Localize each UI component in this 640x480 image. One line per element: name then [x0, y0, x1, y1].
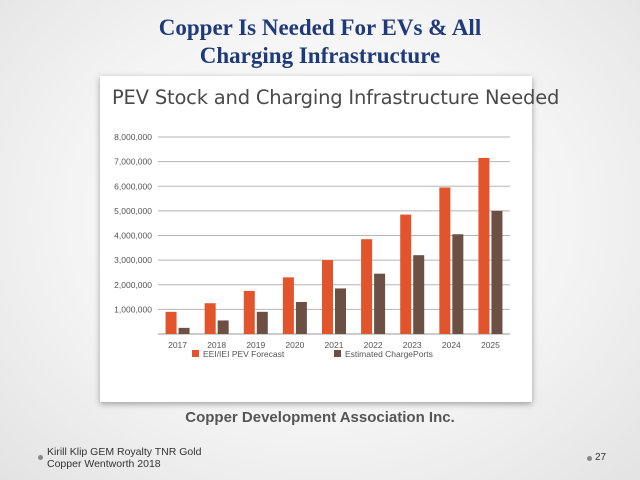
y-tick-label: 5,000,000 — [114, 206, 152, 216]
bar-pev-forecast — [322, 260, 333, 334]
y-tick-label: 2,000,000 — [114, 280, 152, 290]
bar-charge-ports — [491, 210, 503, 334]
bar-charge-ports — [178, 327, 190, 334]
slide-title: Copper Is Needed For EVs & All Charging … — [0, 14, 640, 70]
bar-pev-forecast — [282, 277, 294, 334]
y-tick-label: 3,000,000 — [114, 255, 152, 265]
legend-label: EEI/IEI PEV Forecast — [203, 349, 285, 359]
x-tick-label: 2020 — [285, 340, 304, 350]
bar-pev-forecast — [204, 303, 216, 334]
bar-pev-forecast — [439, 187, 451, 334]
x-tick-label: 2017 — [168, 340, 187, 350]
footer-text: Kirill Klip GEM Royalty TNR Gold Copper … — [47, 446, 201, 470]
bar-pev-forecast — [400, 214, 412, 334]
y-tick-label: 4,000,000 — [114, 231, 152, 241]
chart-title: PEV Stock and Charging Infrastructure Ne… — [112, 86, 560, 109]
footer-line2: Copper Wentworth 2018 — [47, 458, 161, 470]
x-tick-label: 2018 — [207, 340, 226, 350]
bar-pev-forecast — [165, 311, 177, 334]
x-tick-label: 2025 — [481, 340, 500, 350]
bar-charge-ports — [217, 320, 229, 334]
chart-card: PEV Stock and Charging Infrastructure Ne… — [100, 76, 559, 402]
footer-bullet-icon — [38, 455, 43, 460]
bar-charge-ports — [452, 234, 464, 334]
source-credit: Copper Development Association Inc. — [185, 409, 455, 426]
y-tick-label: 6,000,000 — [114, 181, 152, 191]
bar-chart: 1,000,000 2,000,000 3,000,000 4,000,000 5,00… — [114, 132, 510, 359]
footer-line1: Kirill Klip GEM Royalty TNR Gold — [47, 446, 202, 458]
legend-label: Estimated ChargePorts — [345, 349, 433, 359]
slide-title-line1: Copper Is Needed For EVs & All — [158, 15, 482, 40]
bar-charge-ports — [335, 288, 346, 334]
x-tick-label: 2022 — [364, 340, 383, 350]
x-tick-label: 2023 — [403, 340, 422, 350]
bar-charge-ports — [413, 255, 425, 334]
bar-charge-ports — [374, 273, 386, 334]
x-tick-label: 2024 — [442, 340, 461, 350]
legend-swatch — [192, 350, 199, 357]
slide-title-line2: Charging Infrastructure — [199, 43, 441, 68]
x-tick-label: 2021 — [325, 340, 344, 350]
bar-pev-forecast — [243, 290, 255, 334]
x-tick-label: 2019 — [246, 340, 265, 350]
y-tick-label: 7,000,000 — [114, 157, 152, 167]
bar-charge-ports — [256, 311, 268, 334]
bar-pev-forecast — [478, 157, 490, 334]
page-number: 27 — [595, 452, 607, 463]
y-tick-label: 8,000,000 — [114, 132, 152, 142]
legend-swatch — [334, 350, 341, 357]
page-bullet-icon — [587, 456, 592, 461]
bar-pev-forecast — [361, 239, 373, 334]
y-tick-label: 1,000,000 — [114, 304, 152, 314]
bar-charge-ports — [295, 301, 307, 334]
